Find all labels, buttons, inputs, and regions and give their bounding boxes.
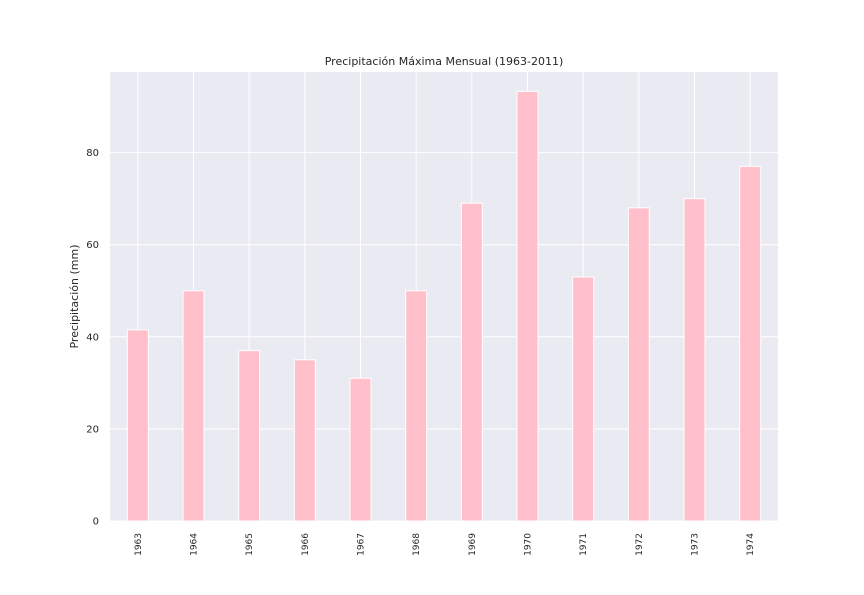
x-tick-label: 1973 [691,533,701,556]
y-tick-label: 60 [86,240,99,251]
bar-1971 [572,276,595,522]
y-axis-ticks: 0 20 40 60 80 [86,148,99,527]
y-tick-label: 20 [86,424,99,435]
x-tick-label: 1968 [412,533,422,556]
x-tick-label: 1970 [524,533,534,556]
bar-1970 [516,90,539,522]
bar-1974 [739,165,762,522]
chart-title: Precipitación Máxima Mensual (1963-2011) [325,55,564,68]
bar-1969 [460,202,483,522]
x-axis-ticks: 1963 1964 1965 1966 1967 1968 1969 1970 1971 1972… [134,533,756,556]
bar-1963 [126,329,149,522]
bar-1966 [293,359,316,522]
bar-1967 [349,377,372,522]
x-tick-label: 1964 [190,533,200,556]
y-tick-label: 40 [86,332,99,343]
y-axis-label: Precipitación (mm) [68,244,81,348]
x-tick-label: 1963 [134,533,144,556]
x-tick-label: 1965 [245,533,255,556]
bar-1965 [238,350,261,522]
bar-1968 [405,290,428,522]
bars [126,90,762,522]
x-tick-label: 1971 [579,533,589,556]
x-tick-label: 1974 [746,533,756,556]
bar-1972 [627,207,650,522]
x-tick-label: 1967 [357,533,367,556]
bar-1964 [182,290,205,522]
x-tick-label: 1966 [301,533,311,556]
bar-1973 [683,198,706,522]
y-tick-label: 0 [93,517,99,528]
y-tick-label: 80 [86,148,99,159]
x-tick-label: 1972 [635,533,645,556]
x-tick-label: 1969 [468,533,478,556]
plot-area [110,72,778,521]
